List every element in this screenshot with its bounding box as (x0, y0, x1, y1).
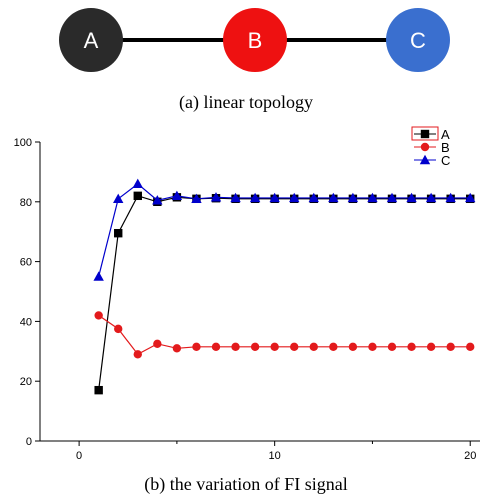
data-point-b (329, 342, 338, 352)
data-point-c (425, 192, 437, 203)
y-tick-label: 60 (20, 257, 32, 269)
data-point-b (270, 342, 279, 352)
data-point-c (386, 192, 398, 203)
data-point-b (211, 342, 221, 352)
data-point-c (347, 192, 359, 203)
data-point-b (231, 342, 240, 352)
data-point-b (387, 342, 397, 352)
data-point-b (426, 342, 436, 352)
x-tick-label: 10 (269, 450, 281, 462)
node-b-label: B (248, 28, 263, 53)
fi-signal-chart: 0 20 40 60 80 100 0 10 20 ABC (14, 126, 480, 462)
data-point-b (114, 324, 123, 334)
y-tick-label: 20 (20, 376, 32, 388)
legend-label: A (441, 127, 450, 142)
data-point-a (94, 385, 103, 395)
series-a (94, 191, 475, 395)
data-point-b (407, 342, 416, 352)
data-point-a (114, 228, 123, 238)
series-c (93, 178, 476, 281)
data-point-c (230, 192, 241, 203)
legend-highlight-box (411, 126, 439, 141)
data-point-c (93, 271, 104, 281)
y-tick-label: 100 (14, 137, 32, 149)
data-point-c (406, 192, 417, 203)
data-point-b (368, 342, 377, 352)
y-tick-label: 0 (26, 436, 32, 448)
legend-label: C (441, 153, 450, 168)
node-a-label: A (84, 28, 99, 53)
node-a-circle (59, 8, 123, 72)
series-line-c (98, 183, 471, 277)
data-point-c (210, 192, 222, 202)
data-point-b (466, 342, 475, 352)
data-point-c (269, 192, 280, 203)
data-point-b (250, 342, 260, 352)
node-b-circle (223, 8, 287, 72)
legend-marker (420, 129, 430, 139)
topology-caption: (a) linear topology (179, 92, 313, 113)
data-point-c (367, 192, 378, 203)
axis-ticks: 0 20 40 60 80 100 0 10 20 (14, 137, 477, 462)
legend-marker (420, 142, 430, 152)
series-layer (93, 178, 476, 395)
y-tick-label: 80 (20, 197, 32, 209)
chart-caption: (b) the variation of FI signal (144, 474, 347, 495)
data-point-c (249, 192, 261, 203)
data-point-b (153, 339, 162, 349)
data-point-c (289, 192, 300, 203)
data-point-b (133, 350, 142, 359)
data-point-c (445, 192, 456, 203)
data-point-b (309, 342, 318, 352)
data-point-a (133, 191, 142, 201)
data-point-c (191, 193, 202, 204)
y-tick-label: 40 (20, 316, 32, 328)
node-c-circle (386, 8, 450, 72)
legend-label: B (441, 140, 450, 155)
data-point-c (465, 192, 476, 203)
data-point-b (290, 342, 299, 352)
node-c-label: C (410, 28, 426, 53)
legend: ABC (411, 126, 450, 168)
topology-diagram: A B C (a) linear topology (59, 8, 450, 113)
legend-marker (419, 154, 431, 165)
data-point-b (94, 311, 103, 320)
data-point-c (308, 192, 319, 203)
legend-item-b: B (414, 140, 450, 155)
legend-item-a: A (414, 127, 450, 142)
data-point-c (132, 178, 143, 189)
data-point-b (172, 344, 182, 353)
data-point-c (328, 192, 339, 203)
data-point-b (348, 342, 358, 352)
x-tick-label: 20 (464, 450, 476, 462)
legend-item-c: C (414, 153, 450, 168)
data-point-c (152, 195, 163, 205)
series-line-a (98, 195, 471, 391)
x-tick-label: 0 (76, 450, 82, 462)
data-point-c (171, 190, 183, 201)
data-point-b (446, 342, 455, 352)
data-point-b (192, 342, 201, 352)
series-b (94, 311, 475, 359)
data-point-c (113, 193, 124, 204)
